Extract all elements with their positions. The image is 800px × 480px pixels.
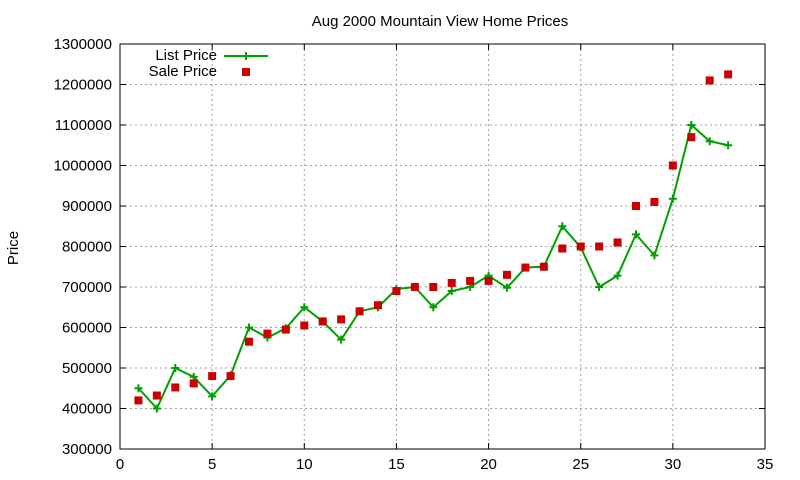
legend: List Price Sale Price (149, 47, 268, 80)
legend-marker-list-price (242, 52, 250, 60)
data-point-list-price (558, 222, 567, 231)
data-point-list-price (613, 271, 622, 280)
data-point-list-price (152, 404, 161, 413)
y-tick-label: 300000 (62, 441, 112, 458)
x-tick-label: 5 (208, 456, 216, 473)
y-tick-label: 1000000 (54, 158, 112, 175)
x-tick-label: 30 (665, 456, 682, 473)
data-point-sale-price (300, 321, 309, 330)
data-point-list-price (134, 384, 143, 393)
data-point-sale-price (484, 276, 493, 285)
data-point-list-price (724, 141, 733, 150)
data-point-sale-price (134, 396, 143, 405)
data-point-list-price (300, 303, 309, 312)
x-tick-label: 0 (116, 456, 124, 473)
data-point-sale-price (392, 287, 401, 296)
data-point-list-price (705, 137, 714, 146)
data-point-sale-price (410, 283, 419, 291)
y-tick-label: 1300000 (54, 36, 112, 53)
data-point-list-price (632, 230, 640, 239)
data-point-sale-price (447, 278, 456, 287)
data-point-list-price (208, 392, 217, 401)
data-point-sale-price (263, 329, 272, 338)
series-line-list-price (137, 124, 729, 410)
data-point-sale-price (576, 242, 585, 251)
data-point-sale-price (226, 372, 235, 381)
data-point-sale-price (171, 383, 180, 392)
legend-label-sale-price: Sale Price (149, 63, 217, 80)
data-point-sale-price (318, 317, 327, 326)
data-point-sale-price (245, 337, 253, 346)
data-point-sale-price (355, 307, 364, 316)
x-tick-label: 10 (296, 456, 313, 473)
data-point-list-price (668, 194, 677, 203)
data-point-sale-price (281, 325, 290, 334)
series (134, 70, 733, 413)
y-tick-label: 1100000 (55, 117, 112, 134)
data-point-sale-price (724, 70, 733, 79)
y-tick-label: 600000 (62, 320, 112, 337)
data-point-list-price (171, 364, 180, 372)
data-point-sale-price (668, 161, 677, 170)
y-tick-label: 1200000 (54, 77, 112, 94)
axis-ticks: 0 5 10 15 20 25 30 35 300000 400000 500000 600000 70… (54, 36, 774, 473)
x-tick-label: 35 (757, 456, 774, 473)
y-axis-label: Price (5, 231, 22, 265)
x-tick-label: 15 (388, 456, 405, 473)
legend-label-list-price: List Price (155, 47, 217, 64)
data-point-sale-price (705, 76, 714, 85)
y-tick-label: 500000 (62, 360, 112, 377)
data-point-sale-price (152, 391, 161, 400)
data-point-sale-price (466, 276, 475, 285)
data-point-sale-price (595, 242, 604, 251)
data-point-sale-price (687, 133, 696, 142)
data-point-list-price (447, 287, 456, 296)
grid (120, 44, 765, 449)
data-point-sale-price (632, 202, 640, 210)
x-tick-label: 25 (572, 456, 589, 473)
data-point-list-price (429, 303, 438, 312)
data-point-sale-price (337, 315, 346, 324)
data-point-sale-price (521, 263, 530, 272)
data-point-list-price (245, 323, 253, 332)
y-tick-label: 900000 (62, 198, 112, 215)
x-tick-label: 20 (480, 456, 497, 473)
y-tick-label: 800000 (62, 239, 112, 256)
y-tick-label: 700000 (62, 279, 112, 296)
data-point-sale-price (650, 197, 659, 206)
data-point-list-price (687, 121, 696, 129)
y-tick-label: 400000 (62, 401, 112, 418)
data-point-sale-price (558, 244, 567, 253)
data-point-sale-price (208, 372, 217, 381)
data-point-sale-price (503, 270, 511, 279)
data-point-sale-price (374, 301, 382, 310)
data-point-list-price (595, 283, 604, 291)
data-point-sale-price (539, 262, 548, 271)
data-point-sale-price (613, 238, 622, 247)
data-point-sale-price (189, 379, 198, 388)
data-point-sale-price (429, 283, 438, 291)
legend-marker-sale-price (242, 68, 250, 76)
data-point-list-price (503, 283, 511, 292)
chart-title: Aug 2000 Mountain View Home Prices (312, 13, 569, 30)
data-point-list-price (650, 251, 659, 260)
data-point-list-price (337, 335, 346, 344)
